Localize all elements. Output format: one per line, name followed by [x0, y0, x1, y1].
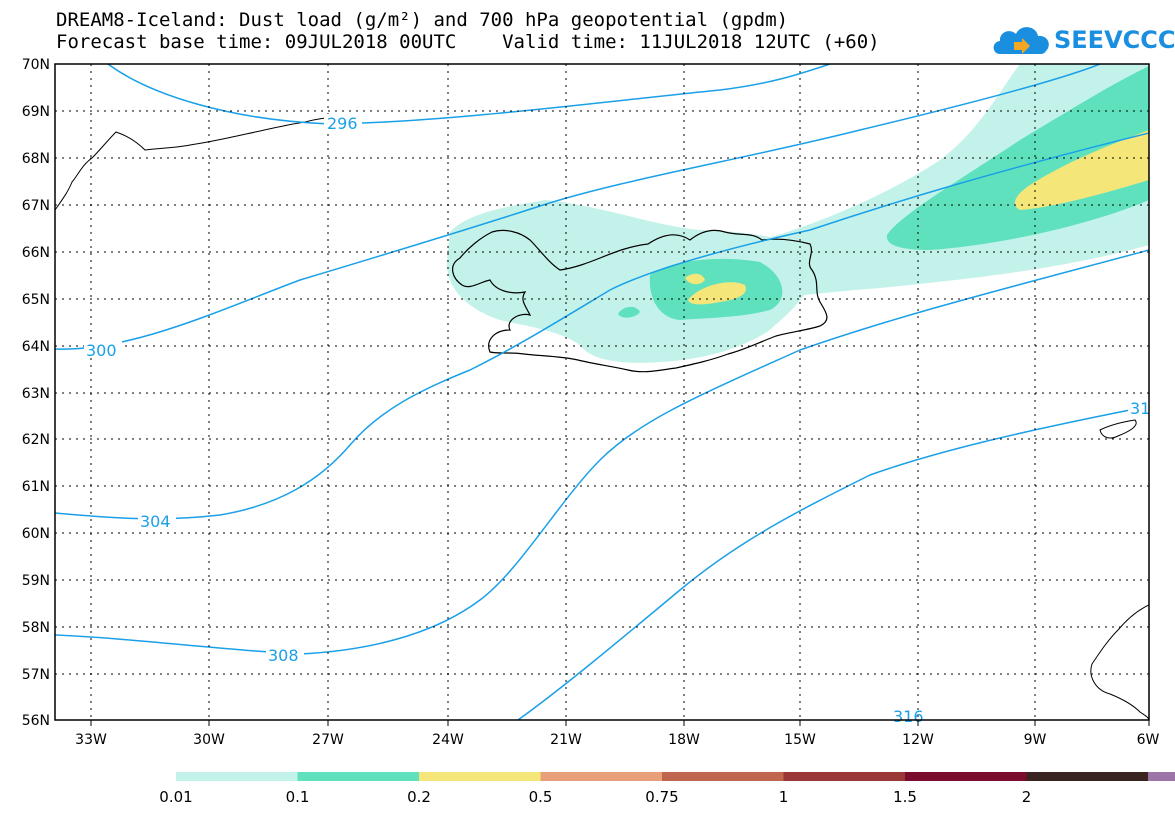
- lat-label-70n: 70N: [22, 57, 50, 73]
- seevccc-logo: SEEVCCC: [990, 20, 1175, 60]
- lat-label-61n: 61N: [22, 479, 50, 495]
- lon-label-27w: 27W: [312, 732, 344, 748]
- dust-shading: [446, 64, 1149, 363]
- lon-label-6w: 6W: [1137, 732, 1160, 748]
- colorbar-label: 0.75: [645, 788, 678, 806]
- lon-label-12w: 12W: [902, 732, 934, 748]
- greenland-coastline: [55, 116, 349, 211]
- lon-label-18w: 18W: [668, 732, 700, 748]
- dust-band-01-spot: [618, 306, 640, 318]
- colorbar-label: 0.01: [159, 788, 192, 806]
- colorbar-swatch: [540, 772, 663, 781]
- contour-label-304: 304: [140, 512, 171, 531]
- contour-312: [517, 409, 1131, 720]
- dust-band-02: [1014, 130, 1149, 210]
- map-subtitle: Forecast base time: 09JUL2018 00UTC Vali…: [56, 31, 880, 53]
- colorbar-swatch: [176, 772, 298, 781]
- lat-label-56n: 56N: [22, 713, 50, 729]
- lat-label-68n: 68N: [22, 151, 50, 167]
- colorbar-swatch: [1026, 772, 1149, 781]
- contour-label-296: 296: [327, 114, 358, 133]
- colorbar-swatch: [419, 772, 541, 781]
- axis-ticks: [90, 720, 1150, 726]
- colorbar-swatch: [297, 772, 420, 781]
- lat-label-60n: 60N: [22, 526, 50, 542]
- dust-band-001-iceland: [446, 200, 820, 363]
- colorbar-swatch: [662, 772, 784, 781]
- lon-label-30w: 30W: [193, 732, 225, 748]
- lon-labels: 33W 30W 27W 24W 21W 18W 15W 12W 9W 6W: [75, 732, 1159, 748]
- colorbar: 0.01 0.1 0.2 0.5 0.75 1 1.5 2: [159, 772, 1175, 806]
- lat-label-64n: 64N: [22, 339, 50, 355]
- contour-label-300: 300: [86, 341, 117, 360]
- contour-304: [55, 132, 1149, 520]
- lat-label-69n: 69N: [22, 104, 50, 120]
- map-title: DREAM8-Iceland: Dust load (g/m²) and 700…: [56, 9, 789, 31]
- lat-label-63n: 63N: [22, 386, 50, 402]
- lat-label-59n: 59N: [22, 573, 50, 589]
- map-frame: [54, 63, 1150, 721]
- contour-label-layer: 296 300 304 308 316 31: [84, 114, 1150, 726]
- iceland-coastline: [452, 229, 828, 373]
- lat-label-57n: 57N: [22, 667, 50, 683]
- lat-label-66n: 66N: [22, 245, 50, 261]
- lon-label-15w: 15W: [784, 732, 816, 748]
- contour-label-316: 316: [893, 707, 924, 726]
- lat-label-58n: 58N: [22, 620, 50, 636]
- graticule: [55, 64, 1149, 720]
- lat-label-65n: 65N: [22, 292, 50, 308]
- contour-300: [55, 64, 1101, 350]
- lon-label-33w: 33W: [75, 732, 107, 748]
- colorbar-label: 2: [1022, 788, 1032, 806]
- lat-label-67n: 67N: [22, 198, 50, 214]
- contour-label-308: 308: [268, 646, 299, 665]
- colorbar-swatch: [783, 772, 906, 781]
- contour-296: [107, 64, 831, 125]
- dust-band-02-spot: [685, 273, 705, 285]
- colorbar-label: 0.1: [286, 788, 310, 806]
- colorbar-label: 1.5: [893, 788, 917, 806]
- logo-text: SEEVCCC: [1054, 26, 1175, 54]
- colorbar-swatch: [1148, 772, 1175, 781]
- scotland-coastline: [1090, 604, 1149, 720]
- lon-label-9w: 9W: [1024, 732, 1047, 748]
- dust-band-01: [886, 66, 1149, 250]
- colorbar-label: 0.2: [407, 788, 431, 806]
- cloud-icon: [993, 27, 1049, 54]
- contour-label-312: 31: [1130, 399, 1150, 418]
- colorbar-label: 1: [779, 788, 789, 806]
- dust-band-02-iceland: [688, 282, 746, 305]
- lon-label-24w: 24W: [432, 732, 464, 748]
- lat-label-62n: 62N: [22, 432, 50, 448]
- lat-labels: 70N 69N 68N 67N 66N 65N 64N 63N 62N 61N …: [22, 57, 50, 729]
- colorbar-label: 0.5: [529, 788, 553, 806]
- faroe-coastline: [1099, 419, 1137, 439]
- colorbar-swatch: [905, 772, 1027, 781]
- lon-label-21w: 21W: [550, 732, 582, 748]
